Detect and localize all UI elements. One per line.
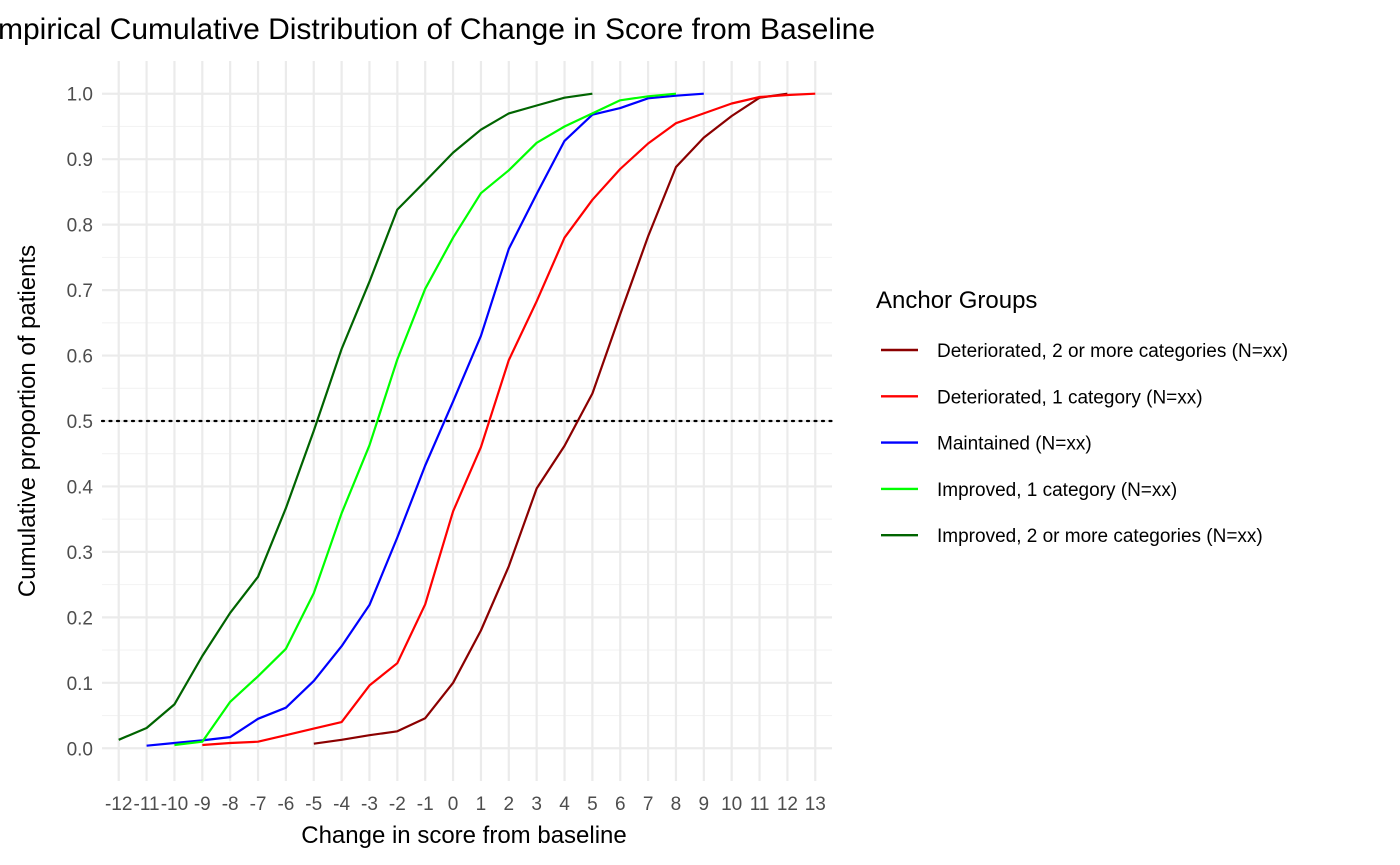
x-tick-label: 11 — [750, 794, 770, 815]
x-tick-label: -6 — [277, 794, 294, 815]
x-tick-label: 2 — [504, 794, 515, 815]
x-tick-label: 6 — [615, 794, 626, 815]
y-tick-label: 0.2 — [67, 608, 93, 629]
legend-label: Deteriorated, 2 or more categories (N=xx… — [937, 341, 1288, 362]
x-tick-label: -2 — [389, 794, 406, 815]
x-tick-label: 9 — [699, 794, 710, 815]
x-tick-label: 3 — [531, 794, 542, 815]
legend-label: Improved, 1 category (N=xx) — [937, 480, 1177, 501]
y-tick-label: 0.5 — [67, 412, 93, 433]
chart-title: Empirical Cumulative Distribution of Cha… — [0, 13, 875, 46]
x-tick-label: 8 — [671, 794, 682, 815]
x-tick-label: -11 — [134, 794, 160, 815]
y-tick-label: 0.9 — [67, 150, 93, 171]
x-tick-label: -9 — [194, 794, 211, 815]
legend-title: Anchor Groups — [876, 287, 1037, 314]
y-tick-label: 1.0 — [67, 85, 93, 106]
y-tick-label: 0.0 — [67, 739, 93, 760]
x-tick-label: 5 — [587, 794, 598, 815]
y-tick-label: 0.6 — [67, 347, 93, 368]
y-tick-label: 0.3 — [67, 543, 93, 564]
x-axis-tick-labels: -12 -11 -10 -9 -8 -7 -6 -5 -4 -3 -2 -1 0 1 2 3 4 5 6 7 8 9 10 1… — [105, 794, 826, 815]
y-axis-title: Cumulative proportion of patients — [14, 245, 41, 597]
series-line-5 — [118, 92, 593, 741]
x-tick-label: -12 — [105, 794, 132, 815]
y-tick-label: 0.1 — [67, 674, 93, 695]
series-lines — [118, 92, 816, 747]
legend: Anchor Groups Deteriorated, 2 or more ca… — [876, 287, 1288, 547]
series-line-1 — [313, 92, 788, 745]
x-tick-label: 0 — [448, 794, 459, 815]
legend-label: Deteriorated, 1 category (N=xx) — [937, 387, 1203, 408]
x-tick-label: -4 — [333, 794, 350, 815]
series-line-4 — [174, 92, 677, 747]
major-gridlines — [102, 61, 832, 781]
legend-label: Maintained (N=xx) — [937, 434, 1092, 455]
legend-label: Improved, 2 or more categories (N=xx) — [937, 526, 1263, 547]
minor-gridlines — [102, 125, 832, 717]
series-line-2 — [202, 92, 816, 747]
x-tick-label: -7 — [250, 794, 267, 815]
x-tick-label: 7 — [643, 794, 654, 815]
x-tick-label: -10 — [161, 794, 188, 815]
y-tick-label: 0.7 — [67, 281, 93, 302]
x-axis-title: Change in score from baseline — [301, 822, 627, 849]
legend-items: Deteriorated, 2 or more categories (N=xx… — [881, 341, 1288, 547]
x-tick-label: -5 — [305, 794, 322, 815]
x-tick-label: 10 — [721, 794, 742, 815]
x-tick-label: 12 — [777, 794, 798, 815]
x-tick-label: 4 — [559, 794, 570, 815]
x-tick-label: 1 — [476, 794, 487, 815]
x-tick-label: 13 — [805, 794, 826, 815]
x-tick-label: -3 — [361, 794, 378, 815]
y-axis-tick-labels: 0.0 0.1 0.2 0.3 0.4 0.5 0.6 0.7 0.8 0.9 1.0 — [67, 85, 94, 761]
x-tick-label: -8 — [222, 794, 239, 815]
series-line-3 — [146, 92, 704, 747]
y-tick-label: 0.8 — [67, 216, 93, 237]
y-tick-label: 0.4 — [67, 477, 94, 498]
x-tick-label: -1 — [417, 794, 434, 815]
